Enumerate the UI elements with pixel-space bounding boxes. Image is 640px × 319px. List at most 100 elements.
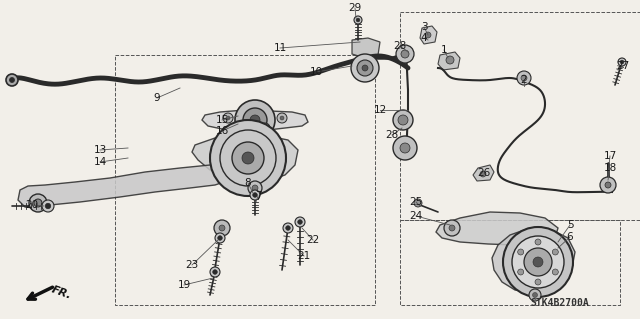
Circle shape	[400, 143, 410, 153]
Circle shape	[480, 171, 486, 177]
Circle shape	[620, 60, 624, 64]
Text: 24: 24	[410, 211, 422, 221]
Circle shape	[240, 123, 250, 133]
Circle shape	[210, 267, 220, 277]
Circle shape	[10, 78, 15, 83]
Circle shape	[356, 18, 360, 22]
Circle shape	[219, 225, 225, 231]
Text: 15: 15	[216, 115, 228, 125]
Text: 18: 18	[604, 163, 616, 173]
Circle shape	[277, 113, 287, 123]
Circle shape	[503, 227, 573, 297]
Circle shape	[533, 257, 543, 267]
Circle shape	[210, 120, 286, 196]
Text: 22: 22	[307, 235, 319, 245]
Circle shape	[414, 199, 422, 207]
Circle shape	[215, 233, 225, 243]
Circle shape	[401, 50, 409, 58]
Circle shape	[242, 152, 254, 164]
Circle shape	[295, 217, 305, 227]
Circle shape	[512, 236, 564, 288]
Text: 17: 17	[604, 151, 616, 161]
Polygon shape	[202, 110, 308, 131]
Text: 7: 7	[255, 191, 261, 201]
Circle shape	[524, 248, 552, 276]
Text: 2: 2	[521, 75, 527, 85]
Text: 27: 27	[616, 61, 630, 71]
Circle shape	[605, 182, 611, 188]
Circle shape	[521, 75, 527, 81]
Circle shape	[552, 249, 558, 255]
Circle shape	[351, 54, 379, 82]
Text: FR.: FR.	[50, 285, 73, 301]
Polygon shape	[438, 52, 460, 70]
Text: 11: 11	[273, 43, 287, 53]
Text: 29: 29	[348, 3, 362, 13]
Circle shape	[298, 220, 302, 224]
Text: 25: 25	[410, 197, 422, 207]
Circle shape	[250, 190, 260, 200]
Circle shape	[362, 65, 368, 71]
Text: 14: 14	[93, 157, 107, 167]
Circle shape	[235, 100, 275, 140]
Text: 20: 20	[26, 200, 38, 210]
Circle shape	[6, 74, 18, 86]
Circle shape	[446, 56, 454, 64]
Circle shape	[232, 142, 264, 174]
Circle shape	[253, 193, 257, 197]
Circle shape	[42, 200, 54, 212]
Text: 16: 16	[216, 126, 228, 136]
Circle shape	[444, 220, 460, 236]
Polygon shape	[473, 165, 494, 181]
Text: 4: 4	[420, 33, 428, 43]
Circle shape	[535, 239, 541, 245]
Circle shape	[618, 58, 626, 66]
Circle shape	[535, 279, 541, 285]
Circle shape	[252, 185, 258, 191]
Polygon shape	[18, 165, 235, 208]
Text: STK4B2700A: STK4B2700A	[531, 298, 589, 308]
Circle shape	[263, 126, 267, 130]
Circle shape	[393, 136, 417, 160]
Circle shape	[529, 289, 541, 301]
Circle shape	[449, 225, 455, 231]
Circle shape	[600, 177, 616, 193]
Circle shape	[283, 223, 293, 233]
Text: 19: 19	[177, 280, 191, 290]
Circle shape	[393, 110, 413, 130]
Text: 28: 28	[385, 130, 399, 140]
Text: 21: 21	[298, 251, 310, 261]
Circle shape	[34, 199, 42, 207]
Circle shape	[357, 60, 373, 76]
Circle shape	[532, 293, 538, 298]
Circle shape	[45, 203, 51, 209]
Circle shape	[552, 269, 558, 275]
Circle shape	[280, 116, 284, 120]
Circle shape	[398, 115, 408, 125]
Polygon shape	[436, 212, 558, 245]
Polygon shape	[420, 26, 437, 44]
Circle shape	[243, 126, 247, 130]
Circle shape	[517, 71, 531, 85]
Polygon shape	[352, 38, 380, 58]
Text: 3: 3	[420, 22, 428, 32]
Text: 1: 1	[441, 45, 447, 55]
Circle shape	[248, 181, 262, 195]
Text: 13: 13	[93, 145, 107, 155]
Text: 23: 23	[186, 260, 198, 270]
Text: 12: 12	[373, 105, 387, 115]
Circle shape	[243, 108, 267, 132]
Circle shape	[250, 115, 260, 125]
Text: 28: 28	[394, 41, 406, 51]
Circle shape	[223, 113, 233, 123]
Circle shape	[396, 45, 414, 63]
Polygon shape	[492, 228, 575, 292]
Polygon shape	[192, 135, 298, 182]
Text: 10: 10	[309, 67, 323, 77]
Text: 9: 9	[154, 93, 160, 103]
Circle shape	[218, 236, 222, 240]
Circle shape	[212, 270, 217, 274]
Circle shape	[260, 123, 270, 133]
Circle shape	[214, 220, 230, 236]
Text: 5: 5	[566, 220, 573, 230]
